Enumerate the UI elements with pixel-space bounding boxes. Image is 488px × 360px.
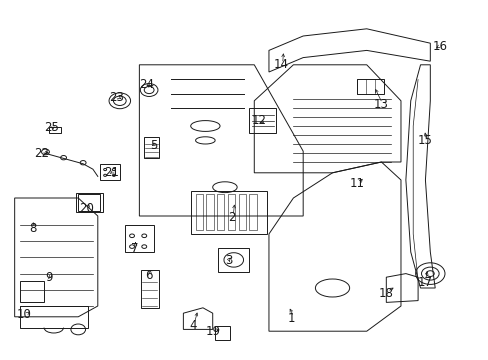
Text: 22: 22	[34, 147, 49, 159]
Bar	[49, 127, 61, 133]
Text: 23: 23	[109, 91, 123, 104]
Bar	[238, 194, 245, 230]
Bar	[20, 306, 88, 328]
Text: 3: 3	[224, 255, 232, 267]
Text: 14: 14	[273, 58, 288, 71]
Bar	[78, 194, 100, 211]
Bar	[249, 194, 256, 230]
Text: 19: 19	[205, 325, 220, 338]
Bar	[100, 164, 120, 180]
Bar	[206, 194, 213, 230]
Text: 25: 25	[44, 121, 59, 134]
Text: 24: 24	[139, 78, 154, 91]
Text: 11: 11	[349, 177, 364, 190]
Bar	[20, 281, 44, 302]
Text: 5: 5	[150, 139, 158, 152]
Text: 1: 1	[286, 312, 294, 325]
Text: 17: 17	[417, 276, 432, 289]
Bar	[215, 326, 229, 340]
Bar	[141, 270, 159, 308]
Text: 6: 6	[145, 269, 153, 282]
Text: 10: 10	[17, 309, 32, 321]
Bar	[356, 79, 383, 94]
Text: 2: 2	[228, 211, 236, 224]
Bar	[124, 225, 154, 252]
Text: 16: 16	[432, 40, 447, 53]
Text: 8: 8	[29, 222, 37, 235]
Bar	[144, 137, 159, 158]
Bar	[195, 194, 203, 230]
Bar	[217, 194, 224, 230]
Text: 15: 15	[417, 134, 432, 147]
Text: 12: 12	[251, 114, 266, 127]
Text: 7: 7	[130, 242, 138, 255]
Text: 9: 9	[45, 271, 53, 284]
Bar	[76, 193, 102, 212]
Bar	[217, 248, 249, 272]
Text: 20: 20	[80, 202, 94, 215]
Bar	[227, 194, 235, 230]
Text: 21: 21	[104, 166, 119, 179]
Text: 4: 4	[189, 319, 197, 332]
Bar	[249, 108, 276, 133]
Text: 18: 18	[378, 287, 393, 300]
Text: 13: 13	[373, 98, 388, 111]
